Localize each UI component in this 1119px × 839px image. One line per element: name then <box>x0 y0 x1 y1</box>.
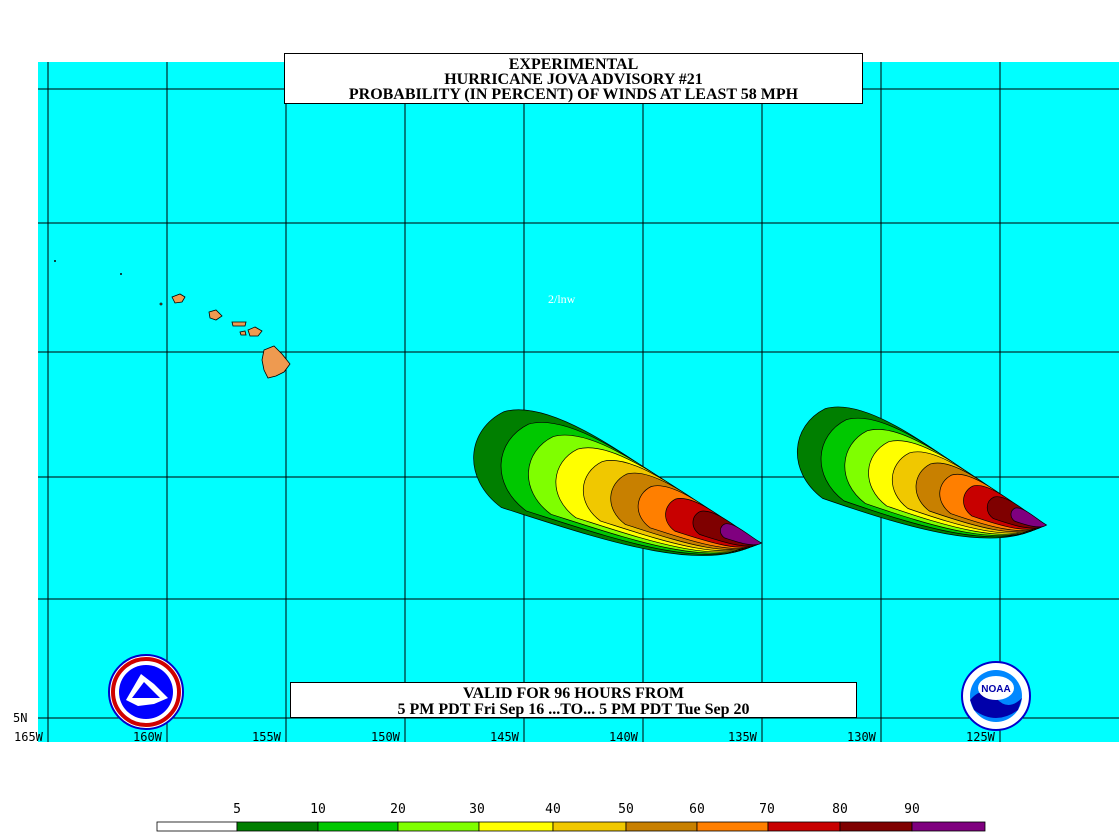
probability-swath-west <box>473 409 763 556</box>
lon-label: 155W <box>252 730 281 744</box>
valid-period-box: VALID FOR 96 HOURS FROM 5 PM PDT Fri Sep… <box>290 682 857 718</box>
island-oahu <box>208 309 223 321</box>
island-hawaii <box>261 345 291 379</box>
island-kauai <box>171 293 186 304</box>
legend-swatch <box>156 821 238 832</box>
probability-band <box>720 523 763 546</box>
island-molokai <box>231 321 247 327</box>
lon-label: 160W <box>133 730 162 744</box>
island-maui <box>247 326 263 337</box>
legend-swatch <box>317 821 399 832</box>
latitude-label-5n: 5N <box>13 711 28 725</box>
legend-label: 70 <box>759 802 775 817</box>
legend-swatch <box>911 821 986 832</box>
title-line-2: HURRICANE JOVA ADVISORY #21 <box>444 71 703 88</box>
nws-logo-icon <box>108 654 184 730</box>
lon-label: 140W <box>609 730 638 744</box>
legend-swatch <box>767 821 841 832</box>
lon-label: 150W <box>371 730 400 744</box>
lon-label: 165W <box>14 730 43 744</box>
legend-label: 60 <box>689 802 705 817</box>
legend-label: 40 <box>545 802 561 817</box>
lon-label: 135W <box>728 730 757 744</box>
legend-label: 80 <box>832 802 848 817</box>
legend-label: 50 <box>618 802 634 817</box>
legend-label: 90 <box>904 802 920 817</box>
legend-swatch <box>625 821 698 832</box>
legend-label: 20 <box>390 802 406 817</box>
valid-line-1: VALID FOR 96 HOURS FROM <box>462 685 685 702</box>
title-line-3: PROBABILITY (IN PERCENT) OF WINDS AT LEA… <box>348 86 799 103</box>
legend-label: 30 <box>469 802 485 817</box>
legend-label: 10 <box>310 802 326 817</box>
legend-swatch <box>696 821 769 832</box>
legend-label: 5 <box>233 802 241 817</box>
svg-text:NOAA: NOAA <box>981 684 1010 695</box>
probability-band <box>1010 507 1048 528</box>
lon-label: 145W <box>490 730 519 744</box>
island-lanai <box>239 330 247 336</box>
noaa-logo-icon: NOAA <box>961 661 1031 731</box>
legend-swatch <box>397 821 480 832</box>
probability-swath-east <box>797 406 1048 539</box>
legend-swatch <box>236 821 319 832</box>
forecaster-stamp: 2/lnw <box>548 292 576 306</box>
lon-label: 130W <box>847 730 876 744</box>
legend-swatch <box>839 821 913 832</box>
graticule <box>38 62 1119 742</box>
hawaiian-islands <box>54 259 291 379</box>
lon-label: 125W <box>966 730 995 744</box>
legend-swatch <box>552 821 627 832</box>
ocean <box>38 62 1119 742</box>
title-box: EXPERIMENTAL HURRICANE JOVA ADVISORY #21… <box>284 53 863 104</box>
title-line-1: EXPERIMENTAL <box>508 56 639 73</box>
valid-line-2: 5 PM PDT Fri Sep 16 ...TO... 5 PM PDT Tu… <box>397 701 750 718</box>
legend-color-bar <box>156 821 986 832</box>
legend-swatch <box>478 821 554 832</box>
